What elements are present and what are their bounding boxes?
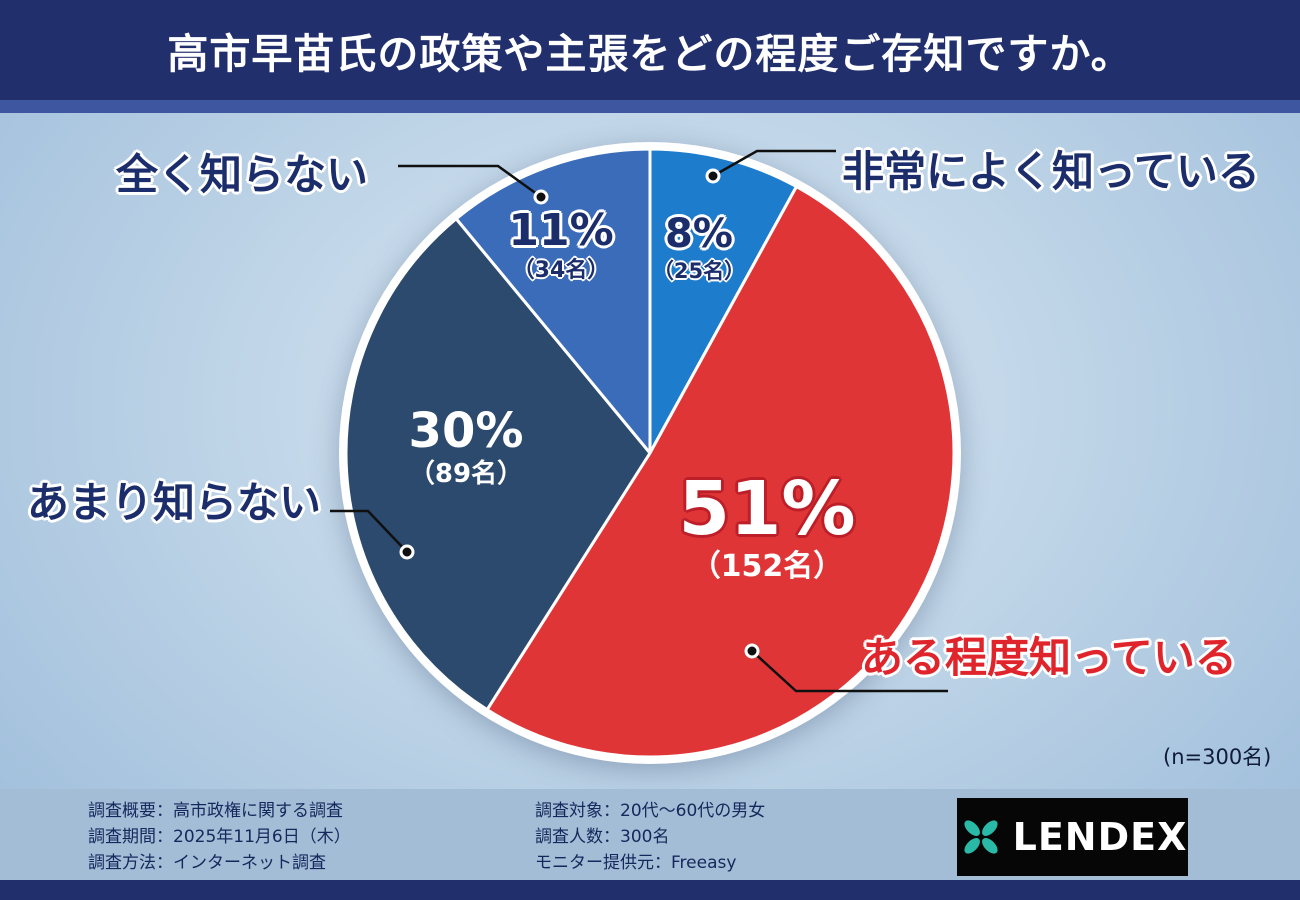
survey-count-line: 調査人数：300名 xyxy=(535,827,670,847)
survey-target-line: 調査対象：20代〜60代の男女 xyxy=(535,801,766,821)
page-title: 高市早苗氏の政策や主張をどの程度ご存知ですか。 xyxy=(167,30,1133,78)
lendex-logo: LENDEX xyxy=(957,798,1188,876)
slice-count-not-much: （89名） xyxy=(408,459,524,490)
bottom-bar xyxy=(0,880,1300,900)
slice-percent-some-extent: 51% xyxy=(678,466,856,552)
leader-line-dont-know-at-all xyxy=(398,164,542,199)
title-bar: 高市早苗氏の政策や主張をどの程度ご存知ですか。 xyxy=(0,0,1300,100)
survey-overview-line: 調査概要：高市政権に関する調査 xyxy=(88,801,343,821)
pie-slice-0 xyxy=(648,147,798,455)
survey-info-right: 調査対象：20代〜60代の男女 調査人数：300名 モニター提供元：Freeas… xyxy=(535,798,765,876)
leader-line-not-much xyxy=(330,509,408,553)
survey-monitor-line: モニター提供元：Freeasy xyxy=(535,853,737,873)
slice-value-very-well: 8% （25名） xyxy=(653,213,745,282)
title-bar-accent xyxy=(0,100,1300,113)
slice-count-some-extent: （152名） xyxy=(690,548,844,584)
leader-line-very-well xyxy=(712,149,836,178)
leader-dot-very-well xyxy=(705,168,721,184)
slice-value-not-much: 30% （89名） xyxy=(409,406,524,489)
lendex-logo-text: LENDEX xyxy=(1012,815,1188,859)
slice-count-very-well: （25名） xyxy=(652,259,746,283)
callout-some-extent: ある程度知っている xyxy=(861,633,1237,682)
slice-value-some-extent: 51% （152名） xyxy=(678,466,856,584)
slice-percent-dont-know-at-all: 11% xyxy=(508,205,614,256)
callout-dont-know-at-all: 全く知らない xyxy=(116,150,369,199)
footer: 調査概要：高市政権に関する調査 調査期間：2025年11月6日（木） 調査方法：… xyxy=(0,789,1300,880)
survey-info-left: 調査概要：高市政権に関する調査 調査期間：2025年11月6日（木） 調査方法：… xyxy=(88,798,351,876)
callout-not-much: あまり知らない xyxy=(27,478,322,527)
slice-count-dont-know-at-all: （34名） xyxy=(512,258,610,284)
leader-dot-not-much xyxy=(399,544,415,560)
leader-dot-some-extent xyxy=(744,643,760,659)
lendex-logo-icon xyxy=(964,820,998,854)
survey-period-line: 調査期間：2025年11月6日（木） xyxy=(88,827,351,847)
slice-percent-very-well: 8% xyxy=(665,211,733,257)
slice-value-dont-know-at-all: 11% （34名） xyxy=(508,205,614,284)
sample-size-note: (n=300名) xyxy=(1163,745,1272,769)
callout-very-well: 非常によく知っている xyxy=(842,147,1260,196)
survey-method-line: 調査方法：インターネット調査 xyxy=(88,853,326,873)
slice-percent-not-much: 30% xyxy=(408,403,524,459)
leader-dot-dont-know-at-all xyxy=(533,189,549,205)
